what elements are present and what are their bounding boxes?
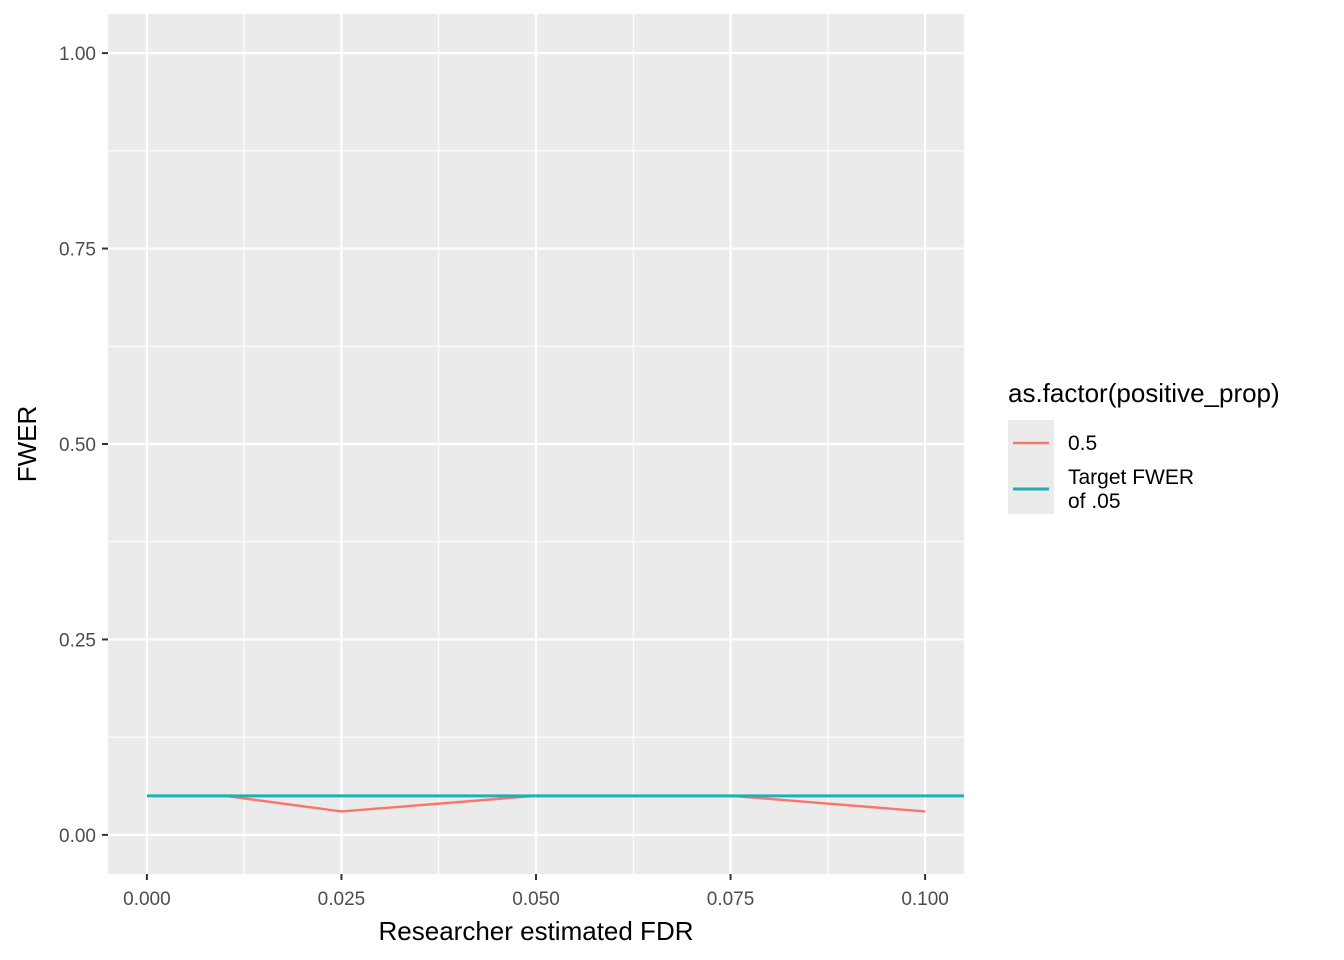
x-axis-title: Researcher estimated FDR [379,916,694,946]
series-layer [146,794,964,813]
y-tick-label: 0.25 [59,630,96,651]
y-tick-label: 0.00 [59,826,96,847]
legend-label-1: 0.5 [1068,432,1097,455]
legend-label-line: 0.5 [1068,432,1097,455]
x-tick-label: 0.100 [901,889,949,910]
y-tick-label: 1.00 [59,44,96,65]
legend-key-background [1008,420,1054,514]
x-tick-label: 0.025 [318,889,366,910]
y-tick-label: 0.50 [59,435,96,456]
x-tick-label: 0.050 [512,889,560,910]
legend-label-line: Target FWER [1068,466,1194,489]
y-tick-label: 0.75 [59,240,96,261]
legend-label-2: Target FWER of .05 [1068,466,1194,513]
legend-title: as.factor(positive_prop) [1008,378,1280,408]
x-axis: 0.000 0.025 0.050 0.075 0.100 [123,874,949,910]
legend-items: 0.5 Target FWER of .05 [1013,432,1194,513]
y-axis-title: FWER [12,406,42,483]
legend-label-line: of .05 [1068,490,1121,513]
legend: as.factor(positive_prop) 0.5 Target FWER o… [1008,378,1280,514]
x-tick-label: 0.075 [707,889,755,910]
major-gridlines [108,14,964,874]
y-axis: 0.00 0.25 0.50 0.75 1.00 [59,44,108,847]
x-tick-label: 0.000 [123,889,171,910]
